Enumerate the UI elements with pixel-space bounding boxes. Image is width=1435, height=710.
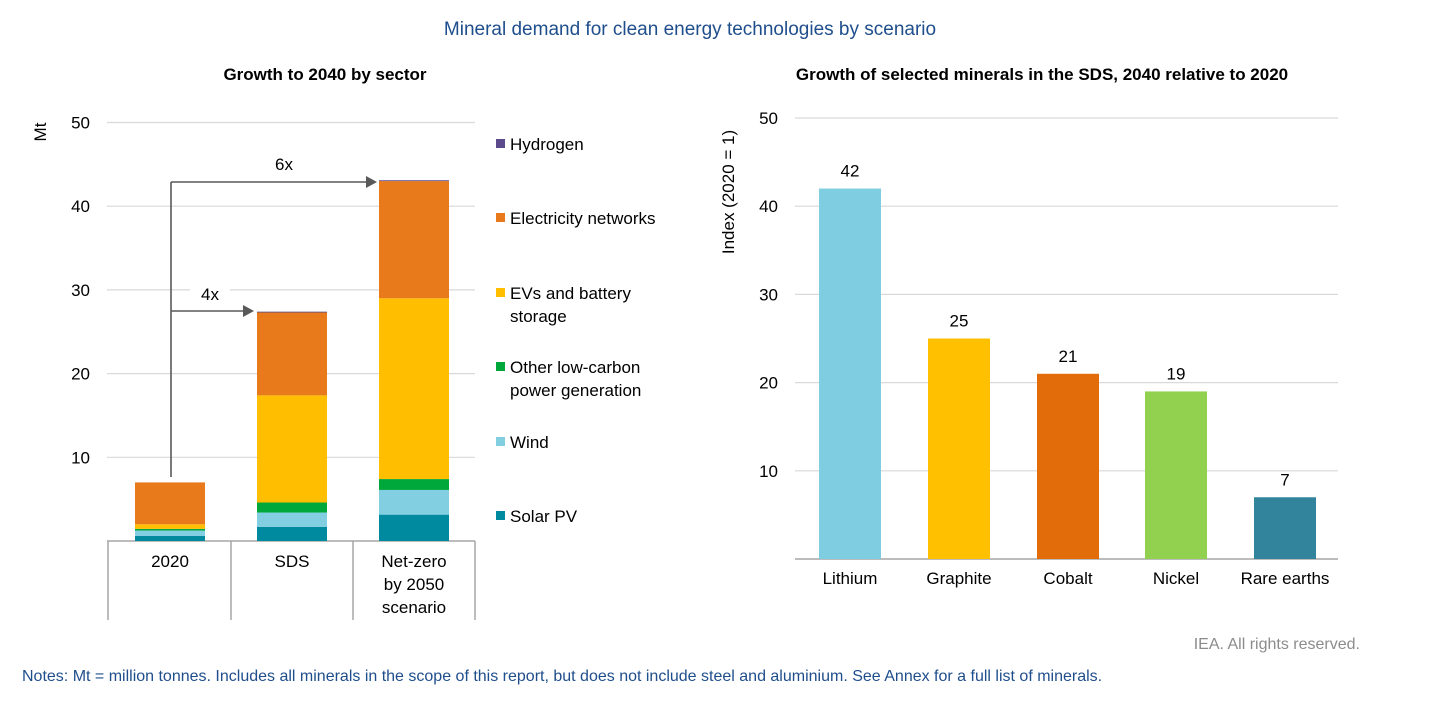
category-label: Rare earths	[1241, 569, 1330, 588]
bar-segment-hydrogen	[257, 311, 327, 313]
legend-swatch	[496, 288, 505, 297]
bar-nickel	[1145, 391, 1207, 559]
category-label: Graphite	[926, 569, 991, 588]
category-label: Lithium	[823, 569, 878, 588]
arrowhead-icon	[243, 305, 254, 317]
bar-segment-solar-pv	[379, 514, 449, 541]
y-tick-label: 20	[71, 365, 90, 384]
bar-segment-evs-and-battery-storage	[379, 298, 449, 480]
right-chart-title: Growth of selected minerals in the SDS, …	[796, 65, 1288, 84]
annotation-label: 4x	[201, 285, 219, 304]
data-label: 7	[1280, 470, 1289, 489]
right-y-axis-label: Index (2020 = 1)	[719, 130, 738, 254]
legend-label: Hydrogen	[510, 135, 584, 154]
bar-graphite	[928, 338, 990, 559]
legend-label: Solar PV	[510, 507, 578, 526]
legend-label: storage	[510, 307, 567, 326]
y-tick-label: 40	[759, 197, 778, 216]
y-tick-label: 50	[71, 114, 90, 133]
data-label: 25	[950, 312, 969, 331]
bar-segment-solar-pv	[257, 526, 327, 541]
credit: IEA. All rights reserved.	[1194, 636, 1360, 653]
y-tick-label: 30	[71, 281, 90, 300]
data-label: 19	[1167, 364, 1186, 383]
legend-swatch	[496, 437, 505, 446]
bar-segment-other-low-carbon-power-generation	[379, 479, 449, 490]
bar-segment-electricity-networks	[257, 312, 327, 396]
category-label: by 2050	[384, 575, 445, 594]
annotation-label: 6x	[275, 155, 293, 174]
y-tick-label: 10	[759, 462, 778, 481]
bar-segment-other-low-carbon-power-generation	[135, 528, 205, 531]
legend-label: power generation	[510, 381, 641, 400]
bar-segment-wind	[379, 489, 449, 515]
y-tick-label: 20	[759, 374, 778, 393]
y-tick-label: 30	[759, 285, 778, 304]
left-y-axis-label: Mt	[31, 122, 50, 141]
arrowhead-icon	[366, 176, 377, 188]
legend-swatch	[496, 139, 505, 148]
bar-lithium	[819, 188, 881, 559]
legend-swatch	[496, 511, 505, 520]
bar-segment-solar-pv	[135, 535, 205, 541]
left-chart: 10 20 30 40 50 2020 SDS Net-zero by 2050 scenario…	[71, 114, 655, 620]
notes: Notes: Mt = million tonnes. Includes all…	[22, 668, 1102, 685]
y-tick-label: 10	[71, 448, 90, 467]
bar-segment-evs-and-battery-storage	[135, 524, 205, 529]
category-label: scenario	[382, 598, 446, 617]
left-chart-title: Growth to 2040 by sector	[223, 65, 426, 84]
bar-segment-hydrogen	[379, 180, 449, 182]
annotation-bg	[190, 282, 230, 302]
legend-label: Wind	[510, 433, 549, 452]
category-label: 2020	[151, 552, 189, 571]
bar-segment-wind	[135, 530, 205, 536]
legend-label: EVs and battery	[510, 284, 631, 303]
right-chart: 10 20 30 40 50 42 Lithium 25 Graphite 21 Cobalt 19 N…	[759, 109, 1338, 588]
legend-label: Electricity networks	[510, 209, 655, 228]
category-label: Nickel	[1153, 569, 1199, 588]
bar-segment-other-low-carbon-power-generation	[257, 502, 327, 513]
bar-segment-evs-and-battery-storage	[257, 395, 327, 503]
category-label: Net-zero	[381, 552, 446, 571]
bar-rare-earths	[1254, 497, 1316, 559]
bar-segment-wind	[257, 512, 327, 527]
bar-cobalt	[1037, 373, 1099, 559]
legend-swatch	[496, 213, 505, 222]
bar-segment-electricity-networks	[379, 181, 449, 299]
legend-label: Other low-carbon	[510, 358, 640, 377]
data-label: 21	[1059, 347, 1078, 366]
data-label: 42	[841, 162, 860, 181]
legend-swatch	[496, 362, 505, 371]
bar-segment-electricity-networks	[135, 482, 205, 525]
category-label: SDS	[275, 552, 310, 571]
y-tick-label: 50	[759, 109, 778, 128]
category-label: Cobalt	[1043, 569, 1092, 588]
y-tick-label: 40	[71, 197, 90, 216]
figure-title: Mineral demand for clean energy technolo…	[444, 19, 936, 40]
